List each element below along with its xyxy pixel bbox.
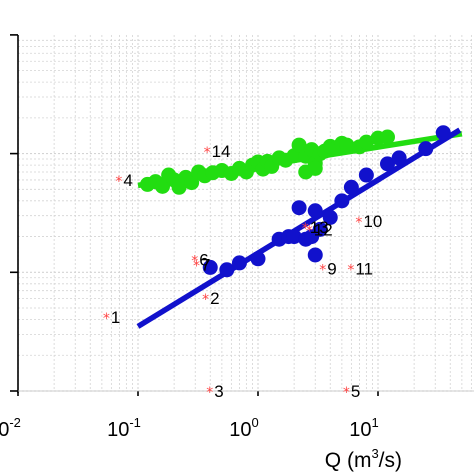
annotation-marker: *: [191, 254, 198, 270]
blue-data-point: [202, 259, 218, 275]
annotation-label: 7: [201, 256, 210, 275]
blue-data-point: [322, 209, 338, 225]
y-axis-ticks: [10, 34, 18, 392]
annotation-marker: *: [355, 215, 362, 231]
blue-data-point: [343, 179, 359, 195]
annotation-marker: *: [115, 174, 122, 190]
annotation-marker: *: [103, 311, 110, 327]
x-axis-ticks: 10-2 10-1 100 101: [0, 390, 474, 441]
grid: [17, 35, 474, 392]
blue-data-point: [312, 221, 328, 237]
annotation-label: 9: [327, 259, 336, 278]
blue-data-point: [250, 251, 266, 267]
annotation-label: 4: [123, 171, 132, 190]
blue-data-point: [286, 229, 302, 245]
annotation-label: 12: [314, 220, 333, 239]
annotation-label: 1: [111, 308, 120, 327]
blue-data-point: [291, 200, 307, 216]
annotation-label: 11: [355, 259, 373, 278]
annotation-label: 3: [214, 382, 223, 401]
green-data-point: [184, 175, 200, 191]
annotation-marker: *: [193, 259, 200, 275]
annotations: * 1* 2* 3* 4* 5* 6* 7 * 9* 10* 11* 12* 13* 14: [103, 142, 382, 401]
annotation-label: 10: [363, 212, 382, 231]
annotation-label: 5: [351, 382, 360, 401]
x-tick-label: 100: [229, 415, 258, 441]
annotation-marker: *: [206, 385, 213, 401]
green-data-point: [307, 160, 323, 176]
blue-data-point: [418, 141, 434, 157]
green-data-point: [380, 129, 396, 145]
annotation-marker: *: [343, 385, 350, 401]
annotation-label: 2: [210, 289, 219, 308]
annotation-marker: *: [202, 292, 209, 308]
data-points: [140, 125, 451, 278]
blue-data-point: [334, 193, 350, 209]
blue-data-point: [307, 203, 323, 219]
blue-data-point: [307, 247, 323, 263]
blue-data-point: [435, 125, 451, 141]
x-tick-label: 10-2: [0, 415, 21, 441]
green-data-point: [339, 137, 355, 153]
annotation-marker: *: [347, 262, 354, 278]
blue-data-point: [380, 156, 396, 172]
blue-data-point: [358, 167, 374, 183]
blue-fit-line: [136, 127, 462, 329]
annotation-label: 6: [199, 251, 208, 270]
annotation-marker: *: [302, 221, 309, 237]
blue-data-point: [391, 150, 407, 166]
green-data-point: [358, 134, 374, 150]
annotation-label: 14: [212, 142, 231, 161]
green-data-point: [154, 178, 170, 194]
green-data-point: [291, 137, 307, 153]
x-tick-label: 101: [349, 415, 378, 441]
x-axis-title: Q (m3/s): [325, 446, 402, 472]
annotation-marker: *: [204, 145, 211, 161]
annotation-label: 13: [310, 218, 329, 237]
annotation-marker: *: [319, 262, 326, 278]
annotation-marker: *: [306, 223, 313, 239]
x-tick-label: 10-1: [107, 415, 141, 441]
blue-data-point: [231, 255, 247, 271]
blue-data-point: [219, 262, 235, 278]
